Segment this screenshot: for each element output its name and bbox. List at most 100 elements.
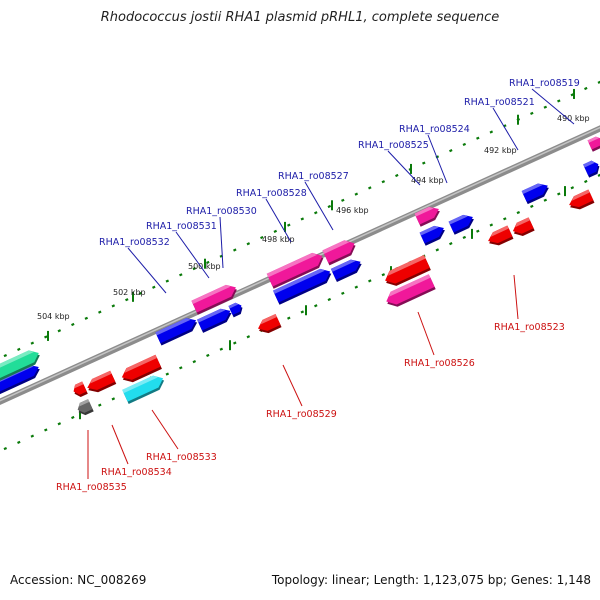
gene-arrow-ro08527 <box>330 259 362 282</box>
track-dot <box>449 242 453 246</box>
gene-arrow-bevel <box>414 206 434 217</box>
gene-label-rha1_ro08535: RHA1_ro08535 <box>56 482 127 493</box>
track-dot <box>300 310 305 314</box>
track-dot <box>246 335 251 339</box>
gene-arrow-body <box>273 268 331 303</box>
leader-line <box>513 274 519 320</box>
leader-line <box>492 107 519 151</box>
track-dot <box>138 291 143 296</box>
gene-arrow-bevel <box>191 284 231 304</box>
kbp-label: 494 kbp <box>411 176 444 185</box>
track-dot <box>44 335 48 339</box>
kbp-label: 502 kbp <box>113 288 146 297</box>
gene-arrow-bevel <box>419 225 439 236</box>
gene-arrow-pink-c <box>266 252 324 289</box>
gene-arrow-body <box>488 225 513 244</box>
track-dot <box>327 297 332 302</box>
track-dot <box>152 285 156 289</box>
track-dot <box>98 403 102 407</box>
track-dot <box>206 260 210 265</box>
leader-line <box>417 311 435 356</box>
track-dot <box>192 267 197 271</box>
leader-line <box>175 231 210 279</box>
track-dot <box>368 186 372 190</box>
gene-arrow-body <box>569 189 594 208</box>
gene-arrow-bevel <box>197 308 226 323</box>
gene-arrow-bevel <box>583 160 595 168</box>
gene-arrow-bevel <box>260 313 277 325</box>
gene-arrow-body <box>330 259 361 280</box>
track-dot <box>165 279 170 283</box>
gene-arrow-red-b <box>488 225 514 246</box>
gene-arrow-body <box>0 350 39 379</box>
gene-arrow-ro08528 <box>273 268 332 305</box>
track-dot <box>111 397 116 401</box>
gene-arrow-bevel <box>79 399 90 407</box>
gene-arrow-body <box>386 274 435 305</box>
gene-arrow-pink-a <box>414 206 440 227</box>
gene-arrow-bevel <box>322 240 350 254</box>
track-dot <box>584 86 588 91</box>
track-dot <box>381 273 386 277</box>
gene-arrow-ro08531 <box>228 302 243 318</box>
track-dot <box>300 217 305 221</box>
gene-arrow-cyan <box>122 375 165 404</box>
gene-label-rha1_ro08519: RHA1_ro08519 <box>509 78 580 89</box>
gene-arrow-ro08529 <box>258 313 282 334</box>
gene-label-rha1_ro08524: RHA1_ro08524 <box>399 124 470 135</box>
leader-line <box>219 216 224 269</box>
gene-label-rha1_ro08523: RHA1_ro08523 <box>494 322 565 333</box>
track-dot <box>287 316 291 320</box>
track-dot <box>543 105 548 109</box>
track-dot <box>543 198 548 202</box>
gene-arrow-bevel <box>571 189 590 201</box>
gene-arrow-body <box>512 217 534 234</box>
track-dot <box>30 341 35 345</box>
track-dot <box>597 80 600 84</box>
track-dot <box>422 161 426 165</box>
accession-text: Accession: NC_008269 <box>10 573 147 587</box>
gene-label-rha1_ro08530: RHA1_ro08530 <box>186 206 257 217</box>
kbp-label: 504 kbp <box>37 312 70 321</box>
leader-line <box>151 409 179 450</box>
track-dot <box>341 291 345 295</box>
gene-arrow-ro08523 <box>512 217 535 236</box>
gene-arrow-body <box>87 370 116 390</box>
track-dot <box>71 415 75 420</box>
track-dot <box>354 285 359 289</box>
gene-label-rha1_ro08534: RHA1_ro08534 <box>101 467 172 478</box>
gene-arrow-bevel <box>387 255 426 276</box>
gene-arrow-body <box>155 318 197 344</box>
track-dot <box>3 353 8 358</box>
gene-arrow-body <box>0 364 39 393</box>
track-dot <box>584 179 588 184</box>
track-dot <box>341 198 345 202</box>
gene-arrow-body <box>266 252 323 287</box>
track-dot <box>57 422 62 426</box>
track-dot <box>71 322 75 327</box>
track-dot <box>476 229 480 233</box>
track-dot <box>84 316 89 320</box>
gene-arrow-body <box>191 284 236 313</box>
gene-label-rha1_ro08533: RHA1_ro08533 <box>146 452 217 463</box>
kbp-label: 490 kbp <box>557 114 590 123</box>
track-dot <box>233 341 237 345</box>
track-dot <box>3 446 8 451</box>
track-dot <box>233 248 237 252</box>
track-dot <box>111 304 116 308</box>
track-dot <box>597 173 600 177</box>
track-dot <box>314 304 318 308</box>
gene-arrow-ro08521 <box>521 183 549 205</box>
track-dot <box>395 173 399 178</box>
track-dot <box>17 347 21 351</box>
track-dot <box>179 366 183 370</box>
gene-arrow-bevel <box>490 225 509 237</box>
gene-arrow-bevel <box>0 350 34 371</box>
track-dot <box>435 248 440 252</box>
gene-arrow-bevel <box>388 274 431 297</box>
gene-arrow-bevel <box>124 354 157 373</box>
gene-arrow-body <box>197 308 231 331</box>
track-dot <box>57 329 62 333</box>
track-dot <box>165 372 170 376</box>
topology-text: Topology: linear; Length: 1,123,075 bp; … <box>271 573 591 587</box>
